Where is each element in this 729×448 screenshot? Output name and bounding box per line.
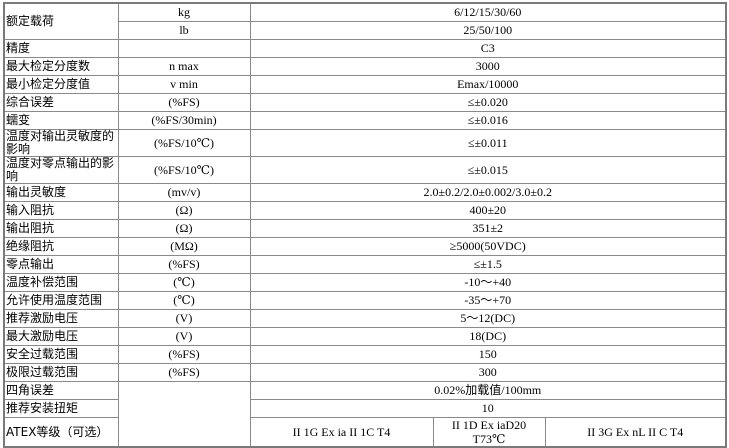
row-value: 400±20	[249, 201, 727, 220]
row-unit: (MΩ)	[117, 237, 251, 256]
row-unit: (%FS/10℃)	[117, 156, 251, 184]
table-row: 温度对零点输出的影响 (%FS/10℃) ≤±0.015	[3, 156, 727, 184]
row-value: 5～12(DC)	[249, 309, 727, 328]
table-row: 极限过载范围 (%FS) 300	[3, 363, 727, 382]
table-row: 输入阻抗 (Ω) 400±20	[3, 201, 727, 220]
row-value: ≥5000(50VDC)	[249, 237, 727, 256]
spec-table: 额定载荷 kg 6/12/15/30/60 lb 25/50/100 精度 C3 最…	[3, 2, 727, 448]
atex-value: II 1G Ex ia II 1C T4	[249, 417, 434, 448]
table-row: 温度对输出灵敏度的影响 (%FS/10℃) ≤±0.011	[3, 129, 727, 157]
row-unit: lb	[117, 21, 251, 40]
table-row: 温度补偿范围 (℃) -10～+40	[3, 273, 727, 292]
row-value: C3	[249, 39, 727, 58]
row-label: 温度对输出灵敏度的影响	[3, 129, 119, 157]
table-row: 精度 C3	[3, 39, 727, 58]
row-label: 综合误差	[3, 93, 119, 112]
table-row: 最小检定分度值 v min Emax/10000	[3, 75, 727, 94]
table-row-atex: ATEX等级（可选） II 1G Ex ia II 1C T4 II 1D Ex…	[3, 417, 727, 448]
row-label: 极限过载范围	[3, 363, 119, 382]
row-unit: v min	[117, 75, 251, 94]
table-row: 蠕变 (%FS/30min) ≤±0.016	[3, 111, 727, 130]
table-row: 零点输出 (%FS) ≤±1.5	[3, 255, 727, 274]
row-unit	[117, 39, 251, 58]
row-value: ≤±0.011	[249, 129, 727, 157]
row-label: ATEX等级（可选）	[3, 417, 119, 448]
row-unit: (%FS)	[117, 345, 251, 364]
row-label: 推荐激励电压	[3, 309, 119, 328]
row-unit: (Ω)	[117, 219, 251, 238]
table-row: 额定载荷 kg 6/12/15/30/60	[3, 2, 727, 40]
row-value: 18(DC)	[249, 327, 727, 346]
empty-unit-cell	[117, 381, 251, 447]
atex-value: II 3G Ex nL II C T4	[544, 417, 727, 448]
row-label: 温度补偿范围	[3, 273, 119, 292]
row-label: 输出灵敏度	[3, 183, 119, 202]
row-label: 额定载荷	[3, 2, 119, 40]
row-value: 300	[249, 363, 727, 382]
row-value: 6/12/15/30/60	[249, 2, 727, 22]
row-label: 蠕变	[3, 111, 119, 130]
row-value: 351±2	[249, 219, 727, 238]
row-label: 绝缘阻抗	[3, 237, 119, 256]
row-unit: (%FS)	[117, 363, 251, 382]
row-label: 安全过载范围	[3, 345, 119, 364]
row-value: 150	[249, 345, 727, 364]
row-label: 温度对零点输出的影响	[3, 156, 119, 184]
table-row: 允许使用温度范围 (℃) -35～+70	[3, 291, 727, 310]
row-value: -10～+40	[249, 273, 727, 292]
row-label: 输出阻抗	[3, 219, 119, 238]
row-unit: (V)	[117, 309, 251, 328]
row-value: 0.02%加载值/100mm	[249, 381, 727, 400]
row-unit: n max	[117, 57, 251, 76]
row-value: 2.0±0.2/2.0±0.002/3.0±0.2	[249, 183, 727, 202]
row-label: 推荐安装扭矩	[3, 399, 119, 418]
row-unit: (%FS)	[117, 255, 251, 274]
table-row: 绝缘阻抗 (MΩ) ≥5000(50VDC)	[3, 237, 727, 256]
row-label: 最大检定分度数	[3, 57, 119, 76]
table-row: 输出阻抗 (Ω) 351±2	[3, 219, 727, 238]
row-unit: (V)	[117, 327, 251, 346]
atex-value: II 1D Ex iaD20 T73℃	[432, 417, 546, 448]
table-row: 四角误差 0.02%加载值/100mm	[3, 381, 727, 447]
table-row: 综合误差 (%FS) ≤±0.020	[3, 93, 727, 112]
row-value: 25/50/100	[249, 21, 727, 40]
row-value: 10	[249, 399, 727, 418]
row-unit: (mv/v)	[117, 183, 251, 202]
row-unit: (%FS/10℃)	[117, 129, 251, 157]
row-value: ≤±0.020	[249, 93, 727, 112]
row-unit: (℃)	[117, 273, 251, 292]
row-label: 最大激励电压	[3, 327, 119, 346]
row-value: ≤±0.015	[249, 156, 727, 184]
row-value: Emax/10000	[249, 75, 727, 94]
table-row: 推荐安装扭矩 10	[3, 399, 727, 418]
row-unit: (Ω)	[117, 201, 251, 220]
table-row: 推荐激励电压 (V) 5～12(DC)	[3, 309, 727, 328]
row-label: 零点输出	[3, 255, 119, 274]
row-unit: (%FS/30min)	[117, 111, 251, 130]
row-unit: (%FS)	[117, 93, 251, 112]
row-label: 允许使用温度范围	[3, 291, 119, 310]
table-row: 最大激励电压 (V) 18(DC)	[3, 327, 727, 346]
row-value: ≤±0.016	[249, 111, 727, 130]
row-unit: (℃)	[117, 291, 251, 310]
row-value: 3000	[249, 57, 727, 76]
row-label: 最小检定分度值	[3, 75, 119, 94]
row-label: 四角误差	[3, 381, 119, 400]
row-value: -35～+70	[249, 291, 727, 310]
table-row: 安全过载范围 (%FS) 150	[3, 345, 727, 364]
table-row: 最大检定分度数 n max 3000	[3, 57, 727, 76]
table-row: 输出灵敏度 (mv/v) 2.0±0.2/2.0±0.002/3.0±0.2	[3, 183, 727, 202]
row-value: ≤±1.5	[249, 255, 727, 274]
row-label: 输入阻抗	[3, 201, 119, 220]
row-unit: kg	[117, 2, 251, 22]
row-label: 精度	[3, 39, 119, 58]
